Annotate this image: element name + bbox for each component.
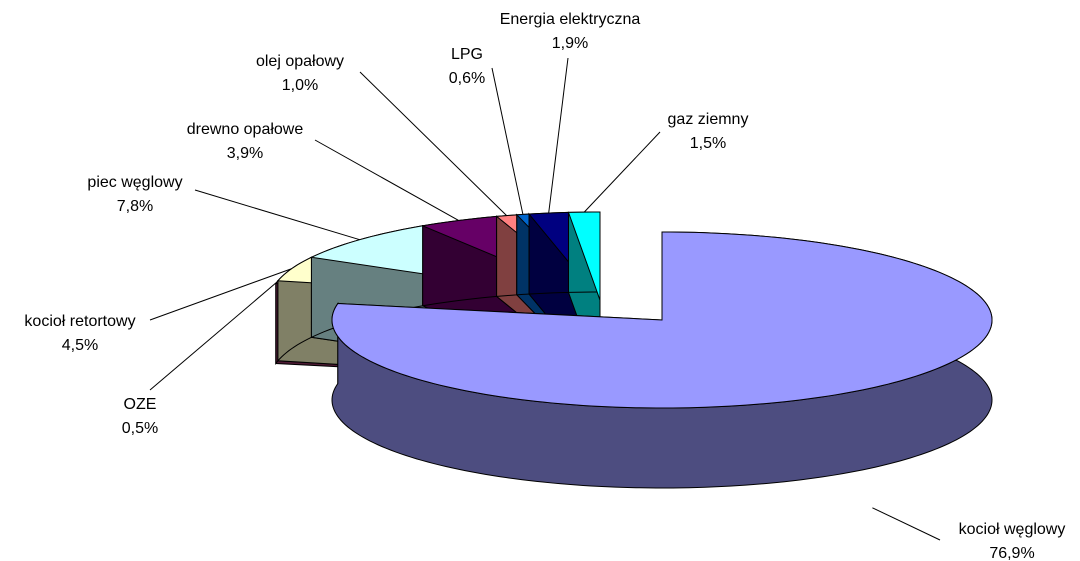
slice-label: gaz ziemny (668, 111, 749, 128)
slice-label: LPG (451, 46, 483, 63)
leader-line (149, 281, 278, 391)
leader-line (583, 131, 661, 213)
slice-value-label: 0,5% (122, 420, 158, 437)
slice-value-label: 1,9% (552, 35, 588, 52)
slice-value-label: 4,5% (62, 337, 98, 354)
slice-value-label: 1,0% (282, 77, 318, 94)
slice-label: piec węglowy (87, 174, 182, 191)
leader-line (548, 57, 569, 214)
slice (331, 231, 993, 409)
slice-label: kocioł węglowy (959, 521, 1066, 538)
leader-line (872, 507, 941, 541)
leader-line (149, 268, 292, 321)
leader-line (491, 67, 524, 215)
slice-value-label: 3,9% (227, 145, 263, 162)
slice-value-label: 0,6% (449, 70, 485, 87)
leader-line (194, 189, 360, 241)
slice-label: OZE (124, 396, 157, 413)
slice-value-label: 76,9% (989, 545, 1034, 561)
slice-value-label: 1,5% (690, 135, 726, 152)
leader-line (359, 71, 508, 216)
slice-label: Energia elektryczna (500, 11, 641, 28)
leader-line (314, 139, 459, 221)
slice-label: kocioł retortowy (24, 313, 135, 330)
slice-value-label: 7,8% (117, 198, 153, 215)
slice-label: olej opałowy (256, 53, 344, 70)
slice-label: drewno opałowe (187, 121, 304, 138)
